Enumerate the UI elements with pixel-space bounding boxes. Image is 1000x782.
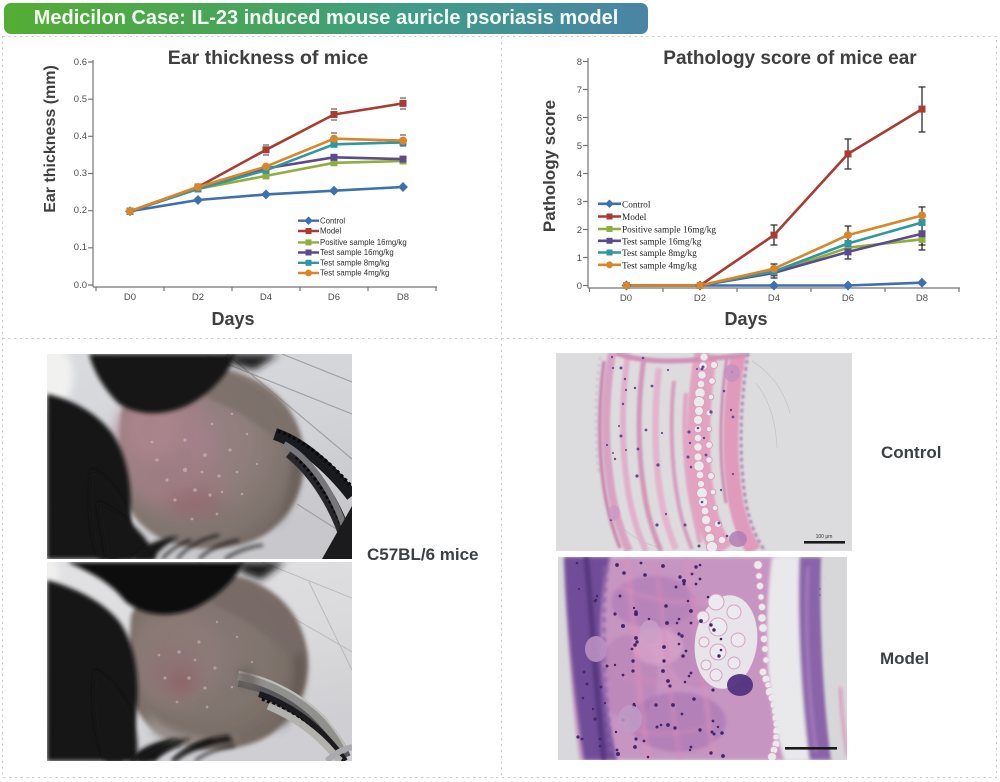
svg-text:D8: D8	[397, 292, 409, 303]
svg-text:D4: D4	[260, 292, 272, 303]
svg-text:Ear thickness (mm): Ear thickness (mm)	[42, 65, 59, 213]
svg-text:Control: Control	[320, 216, 345, 225]
svg-text:Model: Model	[622, 213, 647, 223]
svg-text:0.0: 0.0	[74, 280, 87, 291]
svg-text:Test sample 16mg/kg: Test sample 16mg/kg	[320, 248, 394, 257]
svg-text:6: 6	[577, 113, 582, 124]
svg-text:3: 3	[577, 197, 582, 208]
svg-text:Test sample 4mg/kg: Test sample 4mg/kg	[622, 261, 697, 271]
svg-text:Ear thickness of mice: Ear thickness of mice	[168, 47, 369, 69]
svg-text:D0: D0	[124, 292, 136, 303]
svg-text:Test sample 16mg/kg: Test sample 16mg/kg	[622, 237, 702, 247]
svg-text:100 μm: 100 μm	[816, 534, 833, 540]
svg-text:0.6: 0.6	[74, 57, 87, 68]
svg-text:Positive sample 16mg/kg: Positive sample 16mg/kg	[320, 238, 407, 247]
svg-text:Positive sample 16mg/kg: Positive sample 16mg/kg	[622, 226, 716, 236]
svg-text:8: 8	[577, 57, 582, 68]
svg-text:D8: D8	[916, 293, 928, 304]
svg-text:2: 2	[577, 225, 582, 236]
svg-text:D2: D2	[192, 292, 204, 303]
svg-text:Pathology score: Pathology score	[540, 100, 559, 232]
svg-text:5: 5	[577, 141, 582, 152]
svg-text:7: 7	[577, 85, 582, 96]
svg-text:D4: D4	[768, 293, 780, 304]
svg-text:0.1: 0.1	[74, 242, 87, 253]
svg-text:Test sample 8mg/kg: Test sample 8mg/kg	[320, 259, 389, 268]
svg-text:D6: D6	[328, 292, 340, 303]
svg-text:Days: Days	[211, 309, 254, 329]
svg-text:Pathology score of mice ear: Pathology score of mice ear	[663, 48, 917, 69]
svg-text:Control: Control	[622, 200, 651, 210]
svg-text:0: 0	[577, 281, 582, 292]
svg-text:4: 4	[577, 169, 582, 180]
svg-text:Test sample 4mg/kg: Test sample 4mg/kg	[320, 269, 389, 278]
svg-text:D0: D0	[620, 293, 632, 304]
svg-text:Model: Model	[320, 227, 342, 236]
svg-text:Test sample 8mg/kg: Test sample 8mg/kg	[622, 249, 697, 259]
svg-text:1: 1	[577, 253, 582, 264]
svg-text:Days: Days	[724, 309, 767, 329]
svg-text:D6: D6	[842, 293, 854, 304]
svg-text:D2: D2	[694, 293, 706, 304]
svg-text:0.5: 0.5	[74, 94, 87, 105]
svg-text:0.3: 0.3	[74, 168, 87, 179]
svg-text:0.4: 0.4	[74, 131, 87, 142]
svg-text:0.2: 0.2	[74, 205, 87, 216]
